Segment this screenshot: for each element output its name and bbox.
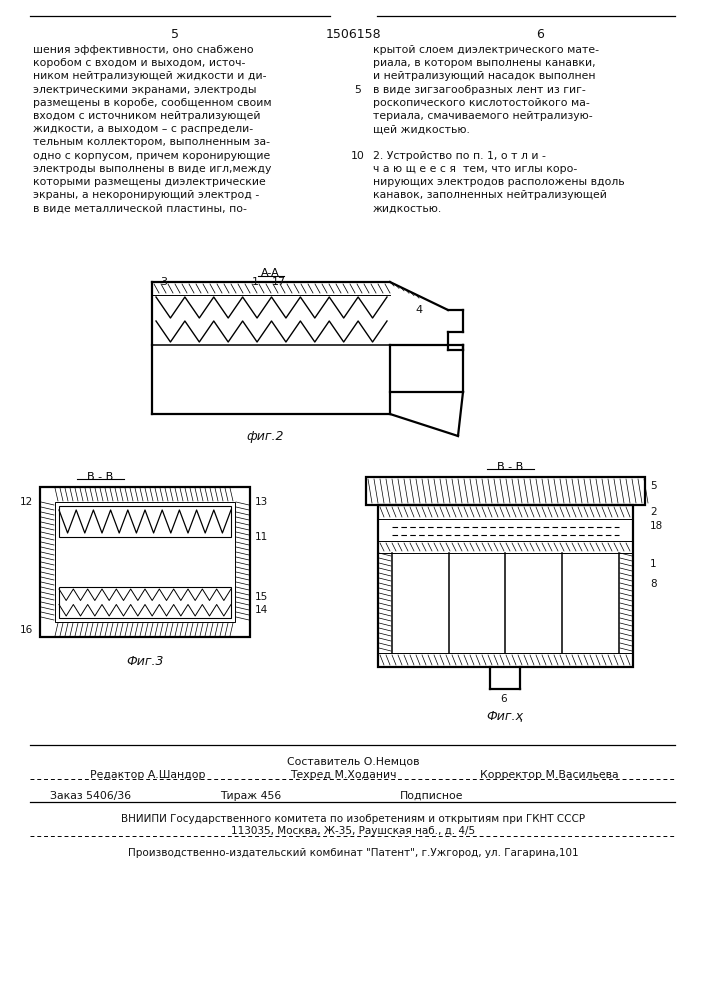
Text: в виде зигзагообразных лент из гиг-: в виде зигзагообразных лент из гиг-: [373, 85, 586, 95]
Bar: [59, 506, 231, 537]
Text: 1: 1: [650, 559, 657, 569]
Text: В - В: В - В: [87, 472, 113, 482]
Text: экраны, а некоронирующий электрод -: экраны, а некоронирующий электрод -: [33, 190, 259, 200]
Text: в виде металлической пластины, по-: в виде металлической пластины, по-: [33, 203, 247, 213]
Text: коробом с входом и выходом, источ-: коробом с входом и выходом, источ-: [33, 58, 245, 68]
Text: 16: 16: [20, 625, 33, 635]
Text: шения эффективности, оно снабжено: шения эффективности, оно снабжено: [33, 45, 254, 55]
Text: Фиг.ҳ: Фиг.ҳ: [486, 709, 523, 722]
Text: фиг.2: фиг.2: [246, 430, 284, 443]
Bar: [40, 487, 250, 637]
Text: электроды выполнены в виде игл,между: электроды выполнены в виде игл,между: [33, 164, 271, 174]
Text: 8: 8: [650, 579, 657, 589]
Text: входом с источником нейтрализующей: входом с источником нейтрализующей: [33, 111, 260, 121]
Text: Техред М.Ходанич: Техред М.Ходанич: [290, 770, 397, 780]
Bar: [55, 502, 235, 622]
Text: 10: 10: [351, 151, 365, 161]
Text: 11: 11: [255, 532, 268, 542]
Text: 6: 6: [500, 694, 507, 704]
Text: териала, смачиваемого нейтрализую-: териала, смачиваемого нейтрализую-: [373, 111, 592, 121]
Text: Производственно-издательский комбинат "Патент", г.Ужгород, ул. Гагарина,101: Производственно-издательский комбинат "П…: [128, 848, 578, 858]
Text: В - В: В - В: [497, 462, 523, 472]
Text: Заказ 5406/36: Заказ 5406/36: [50, 791, 131, 801]
Text: A-A: A-A: [261, 268, 279, 278]
Text: 15: 15: [255, 592, 268, 602]
Text: 2. Устройство по п. 1, о т л и -: 2. Устройство по п. 1, о т л и -: [373, 151, 546, 161]
Text: жидкости, а выходом – с распредели-: жидкости, а выходом – с распредели-: [33, 124, 253, 134]
Text: тельным коллектором, выполненным за-: тельным коллектором, выполненным за-: [33, 137, 270, 147]
Text: 1506158: 1506158: [325, 28, 381, 41]
Text: 18: 18: [650, 521, 663, 531]
Text: 6: 6: [536, 28, 544, 41]
Bar: [59, 587, 231, 618]
Text: канавок, заполненных нейтрализующей: канавок, заполненных нейтрализующей: [373, 190, 607, 200]
Text: щей жидкостью.: щей жидкостью.: [373, 124, 470, 134]
Text: 17: 17: [272, 277, 286, 287]
Text: 13: 13: [255, 497, 268, 507]
Text: Тираж 456: Тираж 456: [220, 791, 281, 801]
Text: жидкостью.: жидкостью.: [373, 203, 443, 213]
Text: роскопического кислотостойкого ма-: роскопического кислотостойкого ма-: [373, 98, 590, 108]
Text: 3: 3: [160, 277, 167, 287]
Text: Составитель О.Немцов: Составитель О.Немцов: [287, 757, 419, 767]
Bar: [378, 505, 633, 667]
Text: одно с корпусом, причем коронирующие: одно с корпусом, причем коронирующие: [33, 151, 270, 161]
Text: 2: 2: [650, 507, 657, 517]
Text: Редактор А.Шандор: Редактор А.Шандор: [90, 770, 206, 780]
Text: ником нейтрализующей жидкости и ди-: ником нейтрализующей жидкости и ди-: [33, 71, 267, 81]
Text: 5: 5: [171, 28, 179, 41]
Text: 1: 1: [252, 277, 259, 287]
Text: Корректор М.Васильева: Корректор М.Васильева: [480, 770, 619, 780]
Text: которыми размещены диэлектрические: которыми размещены диэлектрические: [33, 177, 266, 187]
Bar: [366, 477, 645, 505]
Text: 12: 12: [20, 497, 33, 507]
Text: электрическими экранами, электроды: электрическими экранами, электроды: [33, 85, 257, 95]
Text: 4: 4: [415, 305, 422, 315]
Text: 113035, Москва, Ж-35, Раушская наб., д. 4/5: 113035, Москва, Ж-35, Раушская наб., д. …: [231, 826, 475, 836]
Text: Подписное: Подписное: [400, 791, 464, 801]
Text: риала, в котором выполнены канавки,: риала, в котором выполнены канавки,: [373, 58, 595, 68]
Text: 14: 14: [255, 605, 268, 615]
Text: ВНИИПИ Государственного комитета по изобретениям и открытиям при ГКНТ СССР: ВНИИПИ Государственного комитета по изоб…: [121, 814, 585, 824]
Text: Фиг.3: Фиг.3: [127, 655, 164, 668]
Text: ч а ю щ е е с я  тем, что иглы коро-: ч а ю щ е е с я тем, что иглы коро-: [373, 164, 577, 174]
Text: размещены в коробе, сообщенном своим: размещены в коробе, сообщенном своим: [33, 98, 271, 108]
Text: нирующих электродов расположены вдоль: нирующих электродов расположены вдоль: [373, 177, 624, 187]
Text: 5: 5: [650, 481, 657, 491]
Text: крытой слоем диэлектрического мате-: крытой слоем диэлектрического мате-: [373, 45, 599, 55]
Text: и нейтрализующий насадок выполнен: и нейтрализующий насадок выполнен: [373, 71, 595, 81]
Text: 5: 5: [355, 85, 361, 95]
